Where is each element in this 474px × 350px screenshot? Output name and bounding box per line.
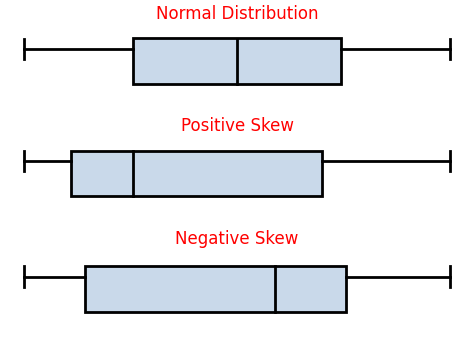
Bar	[71, 150, 322, 196]
Bar	[133, 38, 341, 84]
Bar	[85, 266, 346, 312]
Text: Negative Skew: Negative Skew	[175, 231, 299, 248]
Text: Positive Skew: Positive Skew	[181, 117, 293, 135]
Text: Normal Distribution: Normal Distribution	[156, 5, 318, 23]
